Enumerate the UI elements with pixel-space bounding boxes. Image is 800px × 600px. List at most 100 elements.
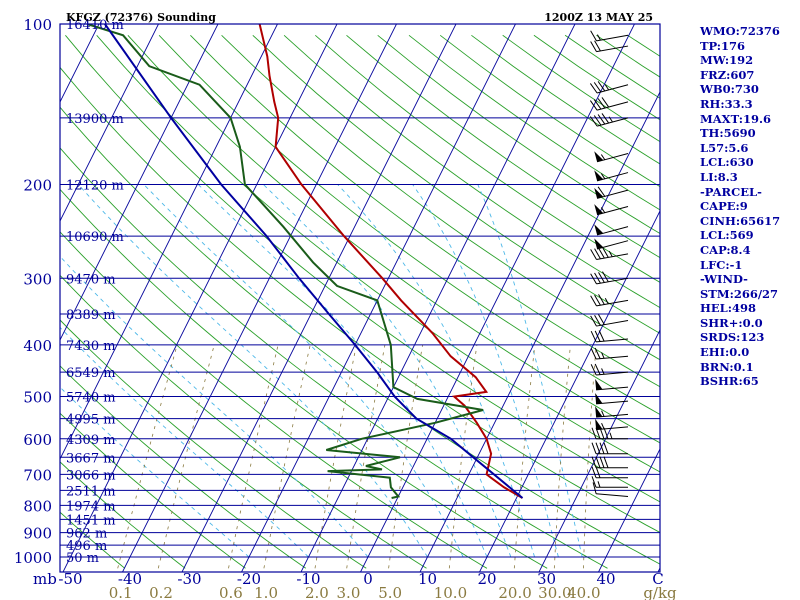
isotherm [419, 90, 660, 572]
wind-barb-feather [603, 456, 609, 468]
moist-adiabat [60, 255, 369, 558]
wind-barb-feather [593, 115, 602, 126]
wind-barb-flag [594, 204, 604, 215]
height-label: 2511 m [66, 484, 116, 499]
wind-barb-feather [589, 116, 598, 127]
wind-barb-feather [591, 476, 597, 488]
isotherm [240, 24, 517, 572]
wind-barb [595, 418, 629, 431]
stat-item: STM:266/27 [700, 286, 779, 301]
wind-barb-flag [594, 224, 604, 235]
stat-item: BRN:0.1 [700, 359, 754, 374]
wind-barb [594, 151, 629, 163]
wind-barb [594, 238, 629, 250]
temperature-tick-label: 0 [363, 570, 373, 588]
dry-adiabat [158, 34, 660, 415]
dry-adiabat [283, 34, 660, 309]
plot-frame [59, 23, 661, 573]
stat-item: WB0:730 [700, 82, 759, 97]
temperature-tick-label: -30 [177, 570, 201, 588]
wind-barb-feather [595, 466, 601, 478]
dry-adiabat [221, 34, 660, 361]
wind-barb [589, 97, 629, 111]
wind-barb-feather [590, 348, 597, 360]
wind-barb [589, 81, 629, 94]
pressure-tick-label: 700 [23, 466, 52, 484]
wind-barb [590, 363, 629, 376]
wind-barb-feather [594, 40, 601, 52]
dewpoint-profile [86, 24, 484, 499]
temperature-tick-label: 10 [418, 570, 437, 588]
wind-barb-staff [596, 101, 629, 111]
wind-barb-feather [599, 442, 605, 454]
wind-barb-half-feather [597, 481, 601, 488]
stat-item: -PARCEL- [700, 184, 762, 199]
pressure-tick-label: 500 [23, 389, 52, 407]
wind-barb-feather [593, 99, 602, 110]
wind-barb [590, 330, 629, 343]
height-label: 962 m [66, 527, 107, 542]
dry-adiabat [190, 34, 660, 388]
wind-barb [590, 347, 629, 360]
dry-adiabat [60, 147, 608, 569]
wind-barb-half-feather [601, 352, 605, 359]
wind-barb-feather [590, 331, 597, 343]
wind-barb-half-feather [600, 154, 606, 161]
wind-barb-feather [601, 113, 610, 124]
dry-adiabat [60, 231, 488, 569]
stat-item: CAP:8.4 [700, 242, 751, 257]
wind-barb-staff [596, 338, 629, 343]
mixing-ratio-label: 5.0 [378, 584, 402, 600]
wind-barb [590, 247, 629, 260]
wind-barb [595, 406, 629, 418]
wind-barb [590, 30, 629, 42]
wind-barb-feather [598, 247, 605, 259]
stat-item: MW:192 [700, 53, 754, 68]
wind-barb-feather [597, 114, 606, 125]
wind-barb-half-feather [600, 207, 606, 213]
wind-barb-feather [594, 248, 601, 260]
wind-barb [590, 294, 629, 307]
height-label: 4995 m [66, 413, 116, 428]
wind-barb-flag [594, 151, 604, 162]
mixing-ratio-line [228, 344, 279, 569]
wind-barb-half-feather [601, 410, 605, 417]
wind-barb-flag [595, 378, 603, 390]
mixing-ratio-line [583, 344, 597, 569]
temperature-tick-label: 20 [477, 570, 496, 588]
wind-barb-staff [596, 320, 629, 327]
height-label: 3667 m [66, 451, 116, 466]
wind-barb-staff [596, 34, 629, 42]
height-label: 7430 m [66, 339, 116, 354]
wind-barb-half-feather [609, 432, 613, 439]
wind-barb-feather [597, 81, 606, 92]
wind-barb-feather [594, 314, 601, 326]
wind-barb-flag [595, 392, 603, 404]
wind-barb [590, 40, 629, 53]
mixing-ratio-lines [117, 344, 597, 569]
wind-barb-half-feather [604, 84, 610, 91]
wind-barb-feather [601, 97, 610, 108]
wind-barb-feather [590, 315, 597, 327]
stat-item: MAXT:19.6 [700, 111, 771, 126]
isotherm [0, 14, 45, 577]
dry-adiabat [60, 319, 367, 569]
stat-item: LI:8.3 [700, 169, 738, 184]
wind-barb-feather [590, 30, 597, 42]
pressure-tick-label: 200 [23, 176, 52, 194]
height-label: 13900 m [66, 112, 124, 127]
mixing-ratio-label: 1.0 [254, 584, 278, 600]
dry-adiabat [127, 34, 660, 444]
wind-barb-feather [595, 427, 601, 439]
dry-adiabat [346, 34, 660, 259]
stat-item: LCL:630 [700, 155, 754, 170]
temperature-tick-label: -10 [296, 570, 320, 588]
isotherm [121, 24, 398, 572]
wind-barb [595, 392, 629, 405]
moist-adiabat [412, 184, 559, 558]
wind-barb [594, 186, 629, 199]
pressure-tick-label: 1000 [14, 549, 52, 567]
wind-barb-staff [596, 172, 629, 182]
